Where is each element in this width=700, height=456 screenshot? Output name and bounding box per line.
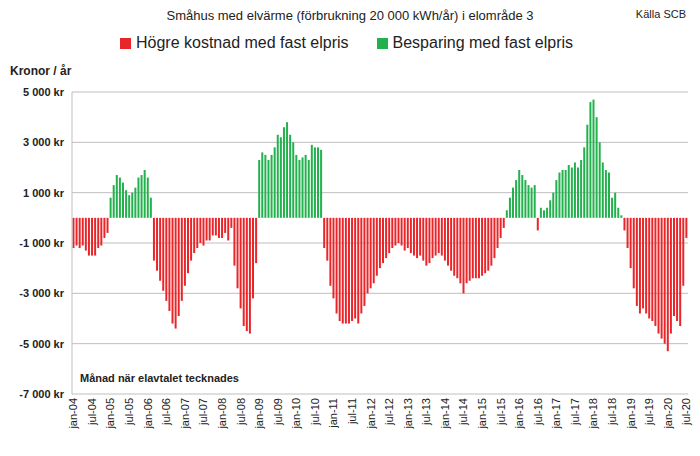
svg-text:jul-09: jul-09 — [272, 398, 284, 426]
svg-text:jan-08: jan-08 — [216, 398, 228, 430]
svg-text:-1 000 kr: -1 000 kr — [19, 237, 64, 249]
svg-text:jan-17: jan-17 — [550, 398, 562, 430]
html-text:Besparing med fast elpris: Besparing med fast elpris — [392, 34, 574, 51]
svg-text:jul-11: jul-11 — [346, 398, 358, 425]
svg-text:jul-12: jul-12 — [383, 398, 395, 426]
svg-text:-7 000 kr: -7 000 kr — [19, 388, 64, 400]
html-text:Småhus med elvärme (förbruknin: Småhus med elvärme (förbrukning 20 000 k… — [166, 8, 534, 23]
svg-text:3 000 kr: 3 000 kr — [23, 136, 65, 148]
svg-text:jan-05: jan-05 — [105, 398, 117, 430]
html-text:Kronor / år: Kronor / år — [10, 64, 72, 78]
svg-text:jul-10: jul-10 — [309, 398, 321, 426]
svg-text:jan-12: jan-12 — [365, 398, 377, 430]
svg-text:jul-06: jul-06 — [160, 398, 172, 426]
svg-text:jul-07: jul-07 — [197, 398, 209, 426]
svg-text:jan-18: jan-18 — [587, 398, 599, 430]
svg-text:jul-17: jul-17 — [569, 398, 581, 426]
svg-text:jan-15: jan-15 — [476, 398, 488, 430]
html-text:Källa SCB: Källa SCB — [635, 8, 686, 20]
svg-text:jan-10: jan-10 — [290, 398, 302, 430]
svg-text:jul-13: jul-13 — [420, 398, 432, 426]
svg-text:jan-04: jan-04 — [67, 398, 79, 430]
svg-text:jan-19: jan-19 — [625, 398, 637, 430]
html-text:Månad när elavtalet tecknades: Månad när elavtalet tecknades — [80, 372, 239, 384]
svg-text:1 000 kr: 1 000 kr — [23, 187, 65, 199]
svg-text:jul-19: jul-19 — [643, 398, 655, 426]
svg-text:jul-20: jul-20 — [680, 398, 692, 426]
svg-text:jul-04: jul-04 — [86, 398, 98, 426]
svg-text:jan-06: jan-06 — [142, 398, 154, 430]
svg-text:jul-18: jul-18 — [606, 398, 618, 426]
svg-text:jul-08: jul-08 — [235, 398, 247, 426]
svg-text:-3 000 kr: -3 000 kr — [19, 287, 64, 299]
svg-text:jan-16: jan-16 — [513, 398, 525, 430]
svg-text:jan-07: jan-07 — [179, 398, 191, 430]
svg-text:jul-05: jul-05 — [123, 398, 135, 426]
html-text:Högre kostnad med fast elpris: Högre kostnad med fast elpris — [136, 34, 349, 51]
svg-text:jan-09: jan-09 — [253, 398, 265, 430]
svg-text:jan-13: jan-13 — [402, 398, 414, 430]
svg-text:-5 000 kr: -5 000 kr — [19, 338, 64, 350]
svg-text:jan-14: jan-14 — [439, 398, 451, 430]
svg-text:jul-14: jul-14 — [457, 398, 469, 426]
svg-text:5 000 kr: 5 000 kr — [23, 86, 65, 98]
svg-text:jan-20: jan-20 — [662, 398, 674, 430]
svg-text:jan-11: jan-11 — [327, 398, 339, 429]
svg-text:jul-16: jul-16 — [532, 398, 544, 426]
svg-text:jul-15: jul-15 — [495, 398, 507, 426]
